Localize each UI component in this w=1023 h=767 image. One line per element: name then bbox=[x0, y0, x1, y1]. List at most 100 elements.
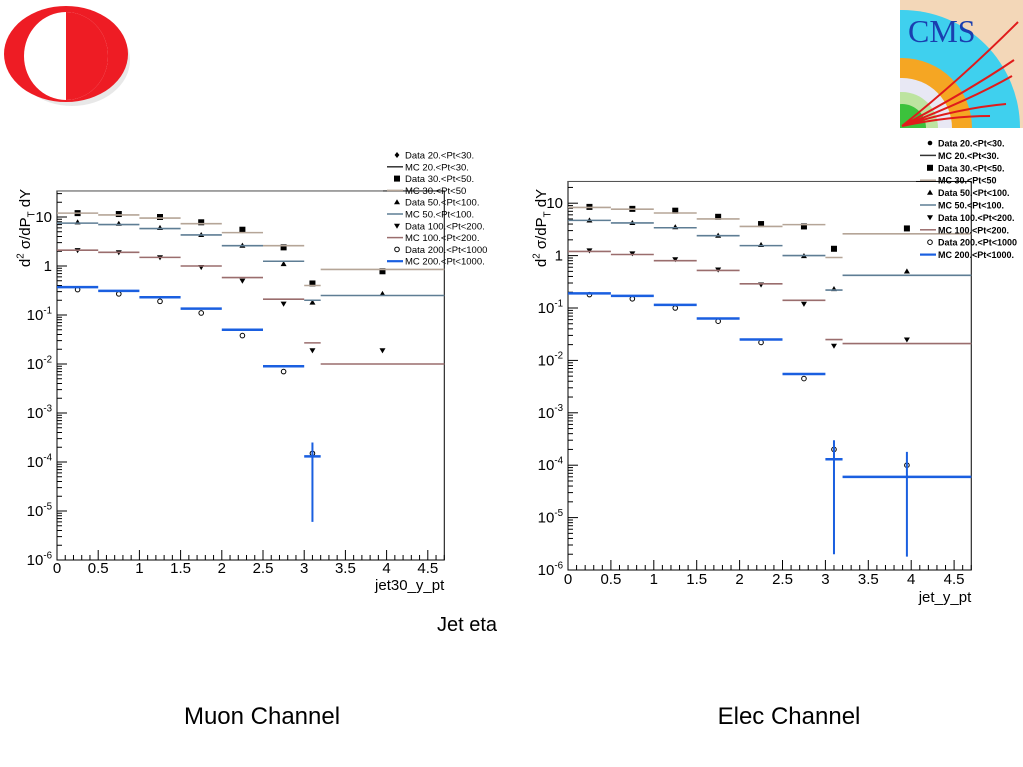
y-axis-label: d2​ σ/dPT​ dY bbox=[531, 189, 553, 267]
data-point bbox=[830, 343, 837, 349]
muon-channel-caption: Muon Channel bbox=[183, 703, 341, 730]
data-point bbox=[280, 244, 287, 251]
data-point bbox=[239, 226, 246, 233]
y-tick-label: 10-5​ bbox=[27, 501, 53, 520]
series-mc-200-pt-1000- bbox=[568, 292, 972, 557]
legend-entry-label: Data 20.<Pt<30. bbox=[938, 139, 1005, 149]
series-mc-100-pt-200- bbox=[568, 250, 972, 345]
data-point bbox=[157, 298, 163, 305]
legend-entry-label: Data 30.<Pt<50. bbox=[938, 163, 1005, 173]
legend-marker-swatch bbox=[927, 164, 933, 171]
data-point bbox=[379, 268, 386, 275]
elec-channel-caption: Elec Channel bbox=[717, 703, 861, 730]
y-tick-label: 10 bbox=[35, 209, 52, 226]
x-tick-label: 0 bbox=[564, 571, 572, 588]
x-tick-label: 0 bbox=[53, 560, 61, 577]
data-point bbox=[280, 301, 287, 307]
x-tick-label: 1.5 bbox=[170, 560, 191, 577]
y-tick-label: 10-6​ bbox=[27, 550, 52, 569]
data-point bbox=[800, 301, 807, 307]
metu-logo bbox=[0, 0, 150, 110]
x-tick-label: 2 bbox=[735, 571, 743, 588]
x-tick-label: 1 bbox=[135, 560, 143, 577]
x-tick-label: 4 bbox=[907, 571, 915, 588]
data-point bbox=[116, 291, 122, 297]
legend-entry-label: Data 100.<Pt<200. bbox=[938, 213, 1015, 223]
data-point bbox=[758, 221, 765, 228]
legend-marker-swatch bbox=[927, 189, 933, 195]
data-point bbox=[379, 290, 386, 296]
data-point bbox=[379, 348, 386, 354]
legend-entry-label: MC 200.<Pt<1000. bbox=[405, 257, 485, 268]
series-data-30-pt-50- bbox=[586, 203, 910, 252]
legend-marker-swatch bbox=[927, 140, 933, 146]
data-point bbox=[309, 348, 316, 354]
x-tick-label: 3 bbox=[821, 571, 829, 588]
y-tick-label: 10-6​ bbox=[538, 560, 563, 579]
series-mc-30-pt-50 bbox=[57, 212, 445, 287]
y-tick-label: 10-1​ bbox=[27, 305, 52, 324]
x-axis-label: jet_y_pt bbox=[918, 589, 972, 606]
muon-chart: 0 0.5 1 1.5 2 2.5 3 3.5 4 4.5 10-6​ 10-5​ 10-4​ 10-3​… bbox=[15, 151, 487, 595]
legend-entry-label: MC 100.<Pt<200. bbox=[405, 233, 479, 244]
data-point bbox=[309, 280, 316, 287]
data-point bbox=[198, 310, 204, 316]
legend-marker-swatch bbox=[927, 215, 933, 221]
legend-entry-label: MC 20.<Pt<30. bbox=[405, 162, 469, 173]
x-tick-label: 2.5 bbox=[772, 571, 793, 588]
data-point bbox=[198, 219, 205, 226]
metu-logo-icon bbox=[4, 6, 130, 106]
cms-logo-text: CMS bbox=[908, 13, 976, 49]
legend-entry-label: MC 50.<Pt<100. bbox=[405, 210, 474, 221]
x-tick-label: 1 bbox=[650, 571, 658, 588]
legend-marker-swatch bbox=[927, 239, 933, 245]
legend-entry-label: MC 20.<Pt<30. bbox=[938, 151, 999, 161]
series-mc-100-pt-200- bbox=[57, 249, 445, 365]
series-data-200-pt-1000 bbox=[74, 286, 316, 457]
x-tick-label: 4.5 bbox=[944, 571, 965, 588]
series-data-30-pt-50- bbox=[74, 210, 386, 287]
x-tick-label: 3.5 bbox=[335, 560, 356, 577]
data-point bbox=[672, 207, 679, 214]
legend-entry-label: Data 50.<Pt<100. bbox=[405, 198, 479, 209]
y-tick-label: 1 bbox=[555, 248, 563, 265]
data-point bbox=[157, 214, 163, 220]
x-tick-label: 4 bbox=[382, 560, 390, 577]
data-point bbox=[715, 213, 722, 220]
series-mc-200-pt-1000- bbox=[57, 285, 321, 522]
y-tick-label: 10-2​ bbox=[538, 351, 563, 370]
y-axis-label: d2​ σ/dPT​ dY bbox=[15, 189, 37, 267]
legend-marker-swatch bbox=[394, 175, 400, 182]
x-tick-label: 2 bbox=[218, 560, 226, 577]
x-axis-label: jet30_y_pt bbox=[374, 577, 445, 594]
legend: Data 20.<Pt<30. MC 20.<Pt<30. Data 30.<Pt<… bbox=[568, 139, 1017, 260]
series-data-100-pt-200- bbox=[74, 248, 386, 354]
plot-frame bbox=[567, 180, 972, 571]
series-mc-30-pt-50 bbox=[568, 206, 972, 259]
x-tick-label: 3 bbox=[300, 560, 308, 577]
y-tick-label: 10-1​ bbox=[538, 298, 563, 317]
legend-entry-label: MC 30.<Pt<50 bbox=[938, 176, 997, 186]
y-tick-label: 10 bbox=[546, 195, 563, 212]
data-point bbox=[801, 375, 807, 382]
y-tick-label: 10-3​ bbox=[538, 403, 563, 422]
legend-entry-label: Data 200.<Pt<1000 bbox=[405, 245, 487, 256]
legend-entry-label: MC 30.<Pt<50 bbox=[405, 186, 466, 197]
elec-chart: 0 0.5 1 1.5 2 2.5 3 3.5 4 4.5 10-6​ 10-5​ 10-4​ 10-3​… bbox=[531, 139, 1017, 607]
series-data-200-pt-1000 bbox=[586, 291, 910, 469]
legend-entry-label: Data 100.<Pt<200. bbox=[405, 221, 485, 232]
legend-marker-swatch bbox=[394, 152, 400, 158]
data-point bbox=[672, 305, 679, 311]
data-point bbox=[800, 223, 807, 230]
legend: Data 20.<Pt<30.MC 20.<Pt<30.Data 30.<Pt<… bbox=[57, 151, 487, 268]
series-mc-50-pt-100- bbox=[568, 219, 972, 291]
data-point bbox=[758, 339, 764, 346]
x-tick-label: 4.5 bbox=[417, 560, 438, 577]
data-point bbox=[830, 245, 837, 252]
data-point bbox=[309, 299, 316, 305]
legend-entry-label: Data 50.<Pt<100. bbox=[938, 188, 1010, 198]
y-tick-label: 10-4​ bbox=[538, 455, 564, 474]
legend-marker-swatch bbox=[394, 246, 400, 253]
y-tick-label: 10-3​ bbox=[27, 403, 52, 422]
